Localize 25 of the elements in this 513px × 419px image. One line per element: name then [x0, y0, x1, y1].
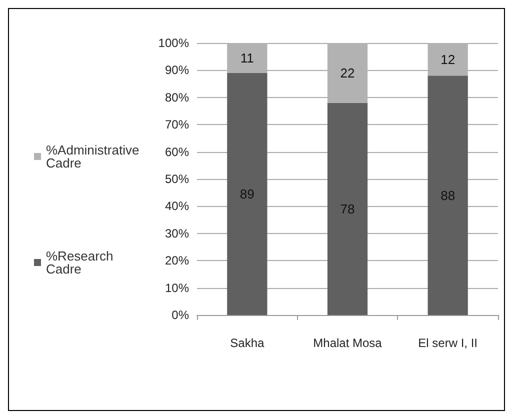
data-label: 88 [440, 188, 456, 203]
legend-label: %Research Cadre [46, 248, 117, 276]
y-tick-label: 40% [164, 199, 190, 214]
bar [428, 76, 468, 315]
y-tick-label: 70% [164, 118, 190, 132]
y-tick-label: 50% [164, 172, 190, 186]
y-tick-label: 30% [164, 226, 190, 240]
x-tick-label: El serw I, II [418, 336, 478, 350]
data-label: 11 [240, 50, 254, 66]
data-label: 78 [340, 201, 355, 216]
x-tick-label: Mhalat Mosa [313, 336, 382, 350]
y-tick-label: 0% [172, 308, 190, 322]
bar [327, 102, 368, 315]
y-tick-label: 100% [158, 36, 190, 50]
data-label: 89 [240, 186, 254, 202]
bar [227, 72, 268, 315]
y-tick-label: 60% [164, 144, 190, 159]
data-label: 22 [340, 65, 355, 80]
y-tick-label: 90% [164, 63, 190, 78]
y-tick-label: 80% [164, 90, 190, 104]
y-tick-label: 10% [164, 280, 190, 295]
data-label: 12 [440, 52, 456, 67]
x-tick-label: Sakha [230, 336, 265, 350]
y-tick-label: 20% [164, 254, 190, 268]
legend-label: %Administrative Cadre [46, 142, 143, 170]
